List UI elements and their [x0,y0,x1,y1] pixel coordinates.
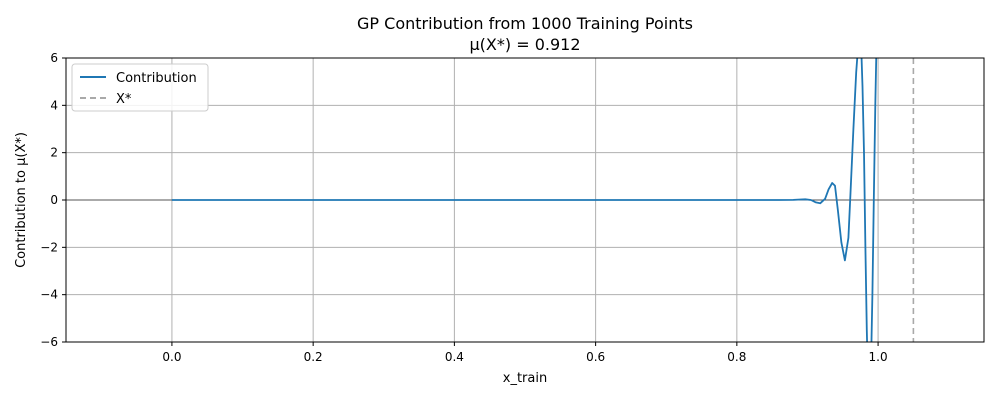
y-tick-label: 0 [50,193,58,207]
y-tick-label: −6 [40,335,58,349]
x-tick-label: 0.6 [586,350,605,364]
series-layer [171,58,915,342]
y-tick-label: −2 [40,240,58,254]
y-tick-label: 6 [50,51,58,65]
x-tick-label: 0.8 [727,350,746,364]
legend-box [71,63,209,112]
y-tick-label: 4 [50,98,58,112]
x-axis-ticks: 0.0 0.2 0.4 0.6 0.8 1.0 [162,342,888,364]
chart-subtitle: μ(X*) = 0.912 [469,35,580,54]
y-tick-label: 2 [50,146,58,160]
x-tick-label: 0.2 [304,350,323,364]
x-tick-label: 0.0 [162,350,181,364]
y-tick-label: −4 [40,288,58,302]
legend-label-contribution: Contribution [116,71,197,86]
legend: Contribution X* [71,63,209,112]
x-tick-label: 1.0 [869,350,888,364]
x-axis-label: x_train [503,371,547,386]
x-tick-label: 0.4 [445,350,464,364]
series-line-contribution [171,58,878,342]
y-axis-label: Contribution to μ(X*) [14,132,29,268]
chart-title: GP Contribution from 1000 Training Point… [357,14,693,33]
y-axis-ticks: −6 −4 −2 0 2 4 6 [40,51,66,349]
legend-label-xstar: X* [116,92,132,107]
